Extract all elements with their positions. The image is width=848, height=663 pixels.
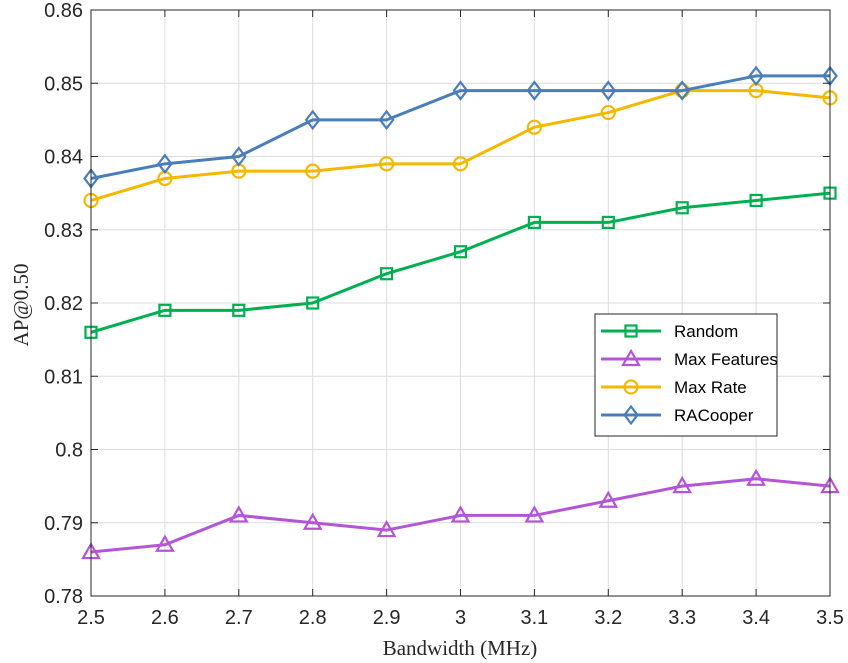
data-point-random (675, 201, 689, 215)
data-point-max-features (746, 468, 766, 486)
series-random (84, 186, 837, 339)
x-tick-label: 2.5 (77, 607, 105, 629)
data-point-max-rate (600, 104, 616, 121)
legend: Random Max Features Max Rate RACooper (594, 313, 778, 437)
legend-marker-max-rate (623, 379, 639, 395)
data-point-racooper (452, 80, 469, 101)
data-point-random (232, 303, 246, 317)
legend-label-racooper: RACooper (674, 406, 754, 425)
y-tick-label: 0.82 (44, 293, 83, 315)
y-tick-label: 0.85 (44, 73, 83, 95)
ticks (90, 9, 831, 597)
x-tick-label: 2.8 (299, 607, 327, 629)
y-tick-label: 0.78 (44, 586, 83, 608)
x-tick-label: 3 (455, 607, 466, 629)
data-point-racooper (230, 146, 247, 167)
series-line-random (90, 191, 831, 334)
data-point-random (306, 296, 320, 310)
data-point-max-features (376, 519, 397, 538)
series-line-racooper (90, 74, 830, 180)
x-axis-label: Bandwidth (MHz) (383, 636, 538, 660)
data-point-max-rate (526, 119, 543, 135)
data-point-random (527, 215, 542, 230)
x-tick-label: 3.5 (816, 607, 844, 629)
tick-labels: 2.5 2.6 2.7 2.8 2.9 3 3.1 3.2 3.3 3.4 3.5 0.78 0.79 0… (44, 0, 844, 629)
series-layer (81, 65, 840, 560)
data-point-max-features (155, 534, 175, 552)
x-tick-label: 2.7 (225, 607, 253, 629)
data-point-max-rate (379, 156, 395, 172)
data-point-random (158, 303, 172, 317)
x-tick-label: 2.6 (151, 607, 179, 629)
series-racooper (83, 65, 838, 189)
data-point-max-rate (305, 163, 321, 179)
data-point-random (453, 245, 468, 259)
series-max-rate (83, 82, 838, 209)
y-tick-label: 0.8 (55, 440, 83, 462)
data-point-racooper (304, 109, 321, 131)
data-point-racooper (157, 153, 173, 175)
x-tick-label: 3.3 (668, 607, 696, 629)
x-tick-label: 3.1 (520, 607, 548, 629)
x-tick-label: 2.9 (373, 607, 401, 629)
data-point-random (380, 267, 394, 281)
data-point-max-features (302, 512, 323, 530)
data-point-max-features (524, 505, 545, 523)
data-point-random (601, 215, 615, 230)
y-tick-label: 0.84 (44, 147, 83, 169)
data-point-max-features (672, 475, 693, 494)
data-point-max-features (228, 505, 249, 523)
legend-label-random: Random (674, 322, 738, 341)
series-line-max-features (90, 477, 831, 554)
data-point-max-rate (452, 156, 469, 172)
data-point-racooper (378, 109, 395, 131)
series-line-max-rate (90, 89, 831, 202)
y-tick-label: 0.86 (44, 0, 83, 22)
data-point-racooper (526, 80, 543, 101)
data-point-max-features (450, 505, 471, 523)
data-point-racooper (674, 80, 691, 101)
y-tick-label: 0.79 (44, 513, 83, 535)
series-max-features (81, 468, 840, 560)
y-axis-label: AP@0.50 (9, 264, 33, 347)
legend-label-max-features: Max Features (674, 350, 778, 369)
y-tick-label: 0.83 (44, 220, 83, 242)
data-point-random (749, 193, 763, 208)
y-tick-label: 0.81 (44, 366, 83, 388)
x-tick-label: 3.4 (742, 607, 770, 629)
x-tick-label: 3.2 (594, 607, 622, 629)
data-point-racooper (748, 65, 764, 87)
legend-marker-max-features (621, 348, 641, 367)
data-point-max-features (598, 490, 619, 508)
legend-marker-random (624, 324, 638, 338)
legend-marker-racooper (623, 404, 639, 426)
legend-label-max-rate: Max Rate (674, 378, 747, 397)
data-point-racooper (600, 80, 617, 101)
